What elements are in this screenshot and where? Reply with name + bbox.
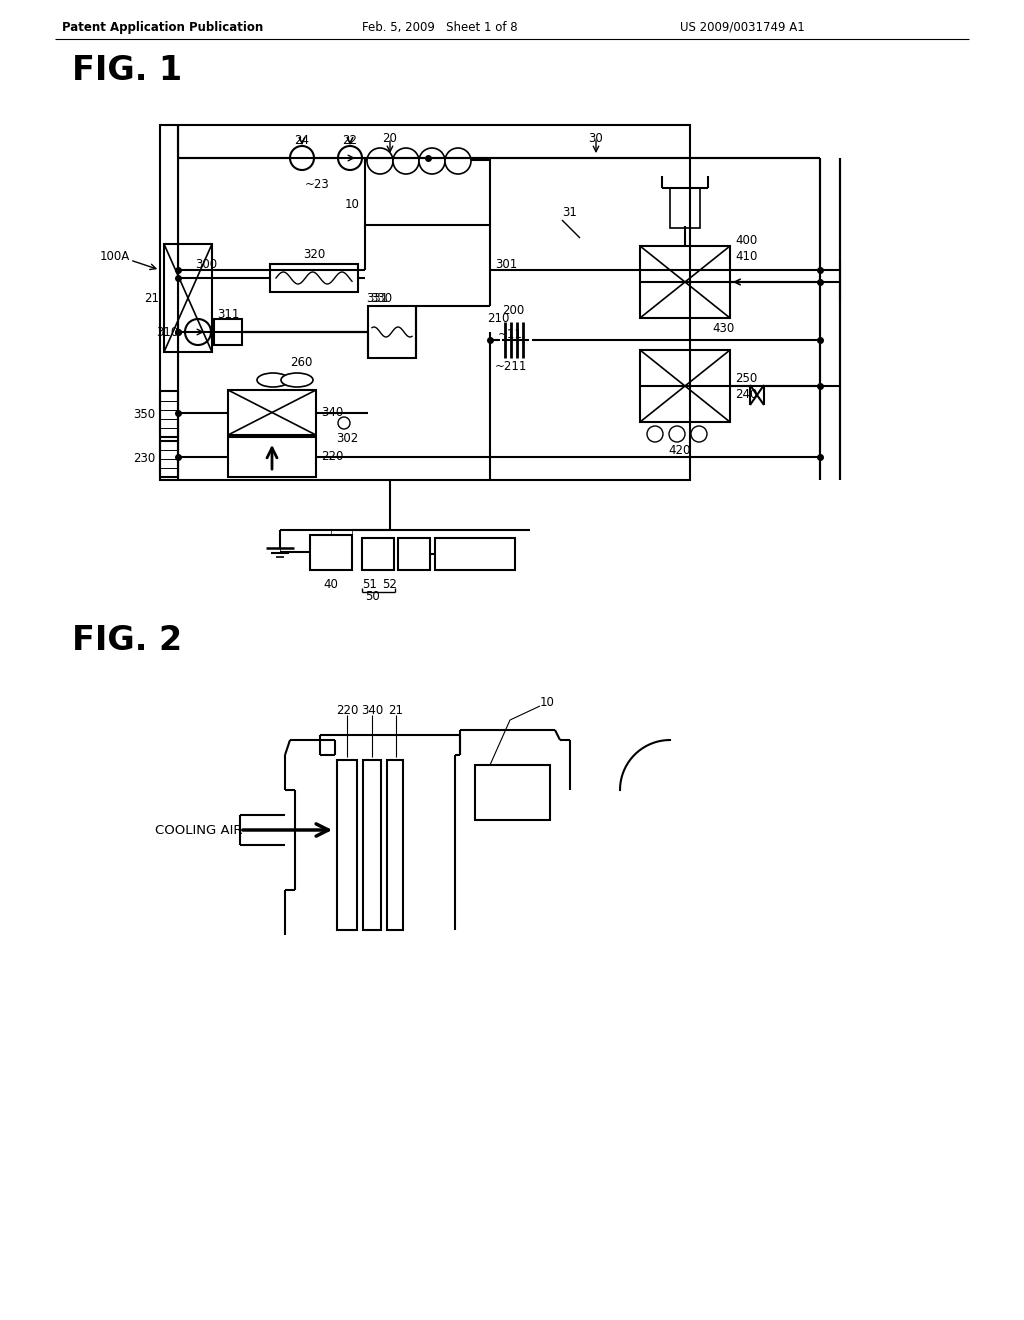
Bar — [214, 319, 242, 345]
Bar — [368, 306, 416, 358]
Circle shape — [393, 148, 419, 174]
Text: 220: 220 — [336, 704, 358, 717]
Text: 21: 21 — [388, 704, 403, 717]
Text: 230: 230 — [133, 453, 155, 466]
Text: FIG. 2: FIG. 2 — [72, 623, 182, 656]
Text: 301: 301 — [495, 259, 517, 272]
Circle shape — [419, 148, 445, 174]
Text: 340: 340 — [321, 407, 343, 418]
Text: 22: 22 — [342, 133, 357, 147]
Bar — [640, 350, 730, 422]
Ellipse shape — [257, 374, 289, 387]
Text: 20: 20 — [383, 132, 397, 144]
Bar — [387, 760, 403, 931]
Text: 10: 10 — [540, 696, 555, 709]
Bar — [228, 389, 316, 436]
Text: 330: 330 — [370, 292, 392, 305]
Text: 24: 24 — [295, 133, 309, 147]
Bar — [160, 125, 690, 480]
Circle shape — [647, 426, 663, 442]
Bar — [362, 760, 381, 931]
Text: FIG. 1: FIG. 1 — [72, 54, 182, 87]
Bar — [337, 760, 357, 931]
Text: 340: 340 — [360, 704, 383, 717]
Text: 302: 302 — [336, 433, 358, 446]
Text: US 2009/0031749 A1: US 2009/0031749 A1 — [680, 21, 805, 33]
Bar — [270, 264, 358, 292]
Text: ~211: ~211 — [495, 359, 527, 372]
Circle shape — [367, 148, 393, 174]
Text: 420: 420 — [669, 444, 691, 457]
Circle shape — [338, 417, 350, 429]
Bar — [164, 244, 212, 352]
Bar — [365, 160, 490, 224]
Text: 350: 350 — [133, 408, 155, 421]
Ellipse shape — [281, 374, 313, 387]
Text: 40: 40 — [324, 578, 339, 591]
Text: 250: 250 — [735, 371, 758, 384]
Circle shape — [185, 319, 211, 345]
Bar — [310, 535, 352, 570]
Circle shape — [445, 148, 471, 174]
Text: Patent Application Publication: Patent Application Publication — [62, 21, 263, 33]
Text: 10: 10 — [345, 198, 360, 211]
Text: 400: 400 — [735, 235, 758, 248]
Bar — [435, 539, 515, 570]
Text: 50: 50 — [366, 590, 380, 603]
Text: 210: 210 — [487, 312, 509, 325]
Bar — [670, 187, 700, 228]
Circle shape — [290, 147, 314, 170]
Bar — [475, 766, 550, 820]
Text: 51: 51 — [362, 578, 377, 591]
Text: 200: 200 — [502, 304, 524, 317]
Text: 31: 31 — [562, 206, 577, 219]
Bar — [228, 437, 316, 477]
Text: 311: 311 — [217, 308, 240, 321]
Text: 220: 220 — [321, 450, 343, 463]
Circle shape — [669, 426, 685, 442]
Text: 331: 331 — [366, 292, 388, 305]
Text: COOLING AIR: COOLING AIR — [155, 824, 243, 837]
Bar — [160, 391, 178, 437]
Text: 310: 310 — [156, 326, 178, 338]
Text: ~23: ~23 — [305, 178, 330, 191]
Text: ~11: ~11 — [498, 327, 523, 341]
Bar — [160, 441, 178, 477]
Text: 30: 30 — [589, 132, 603, 144]
Circle shape — [691, 426, 707, 442]
Text: 320: 320 — [303, 248, 326, 260]
Text: 260: 260 — [290, 355, 312, 368]
Text: Feb. 5, 2009   Sheet 1 of 8: Feb. 5, 2009 Sheet 1 of 8 — [362, 21, 517, 33]
Text: 410: 410 — [735, 249, 758, 263]
Text: 300: 300 — [195, 259, 217, 272]
Text: 100A: 100A — [100, 251, 130, 264]
Text: 21: 21 — [144, 292, 159, 305]
Text: 52: 52 — [382, 578, 397, 591]
Bar — [398, 539, 430, 570]
Circle shape — [338, 147, 362, 170]
Text: 240: 240 — [735, 388, 758, 400]
Bar — [362, 539, 394, 570]
Text: 430: 430 — [712, 322, 734, 334]
Bar — [640, 246, 730, 318]
